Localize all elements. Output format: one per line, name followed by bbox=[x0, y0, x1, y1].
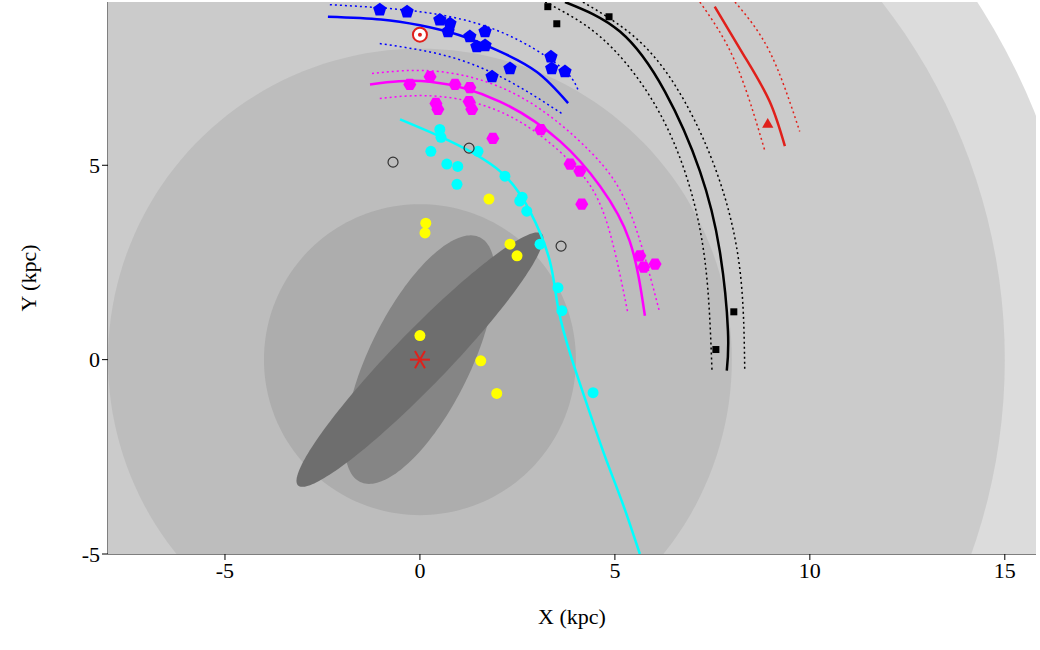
svg-text:Y (kpc): Y (kpc) bbox=[16, 245, 41, 312]
svg-text:X (kpc): X (kpc) bbox=[538, 604, 606, 629]
svg-text:5: 5 bbox=[609, 558, 620, 583]
svg-text:-5: -5 bbox=[216, 558, 234, 583]
svg-text:10: 10 bbox=[799, 558, 821, 583]
svg-text:0: 0 bbox=[89, 347, 100, 372]
svg-text:5: 5 bbox=[89, 153, 100, 178]
svg-text:-5: -5 bbox=[82, 542, 100, 567]
svg-text:0: 0 bbox=[414, 558, 425, 583]
svg-text:15: 15 bbox=[994, 558, 1016, 583]
